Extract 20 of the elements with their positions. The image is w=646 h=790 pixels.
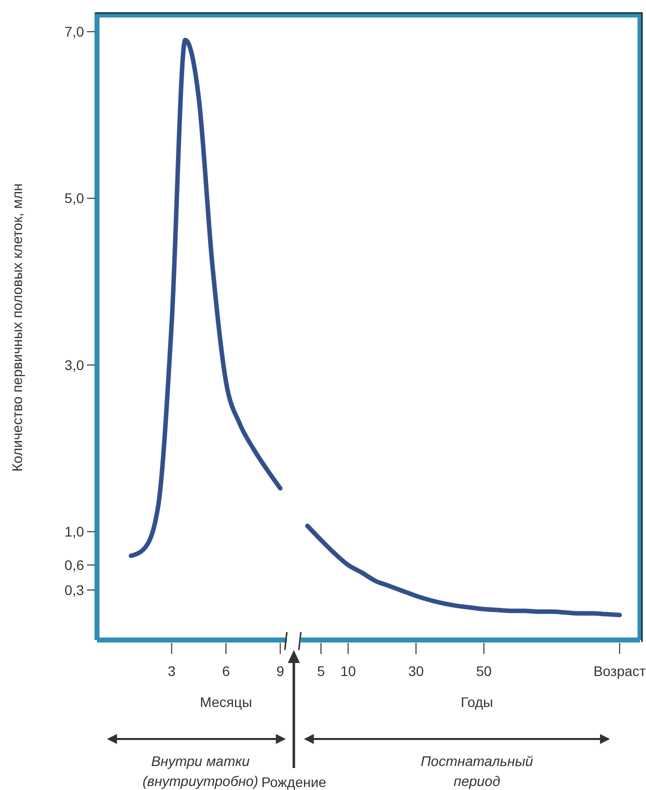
- text: Постнатальный период: [420, 753, 534, 789]
- x-tick-label: 10: [340, 663, 356, 679]
- x-tick-label: 6: [222, 663, 230, 679]
- x-tick-label: 50: [476, 663, 492, 679]
- y-tick-label: 0,3: [64, 582, 84, 598]
- x-tick-label: Возраст: [593, 663, 646, 679]
- x-tick-label: 3: [168, 663, 176, 679]
- y-axis-title: Количество первичных половых клеток, млн: [9, 183, 25, 472]
- text: Годы: [460, 694, 494, 710]
- x-tick-label: 30: [408, 663, 424, 679]
- y-tick-label: 5,0: [64, 190, 84, 206]
- y-tick-label: 1,0: [64, 524, 84, 540]
- text: Месяцы: [200, 694, 252, 710]
- text: Внутри матки (внутриутробно): [142, 753, 258, 789]
- x-tick-label: 9: [276, 663, 284, 679]
- text: Рождение: [261, 774, 327, 790]
- y-tick-label: 3,0: [64, 356, 84, 373]
- x-tick-label: 5: [317, 663, 326, 679]
- y-tick-label: 7,0: [64, 24, 84, 40]
- y-tick-label: 0,6: [64, 556, 84, 573]
